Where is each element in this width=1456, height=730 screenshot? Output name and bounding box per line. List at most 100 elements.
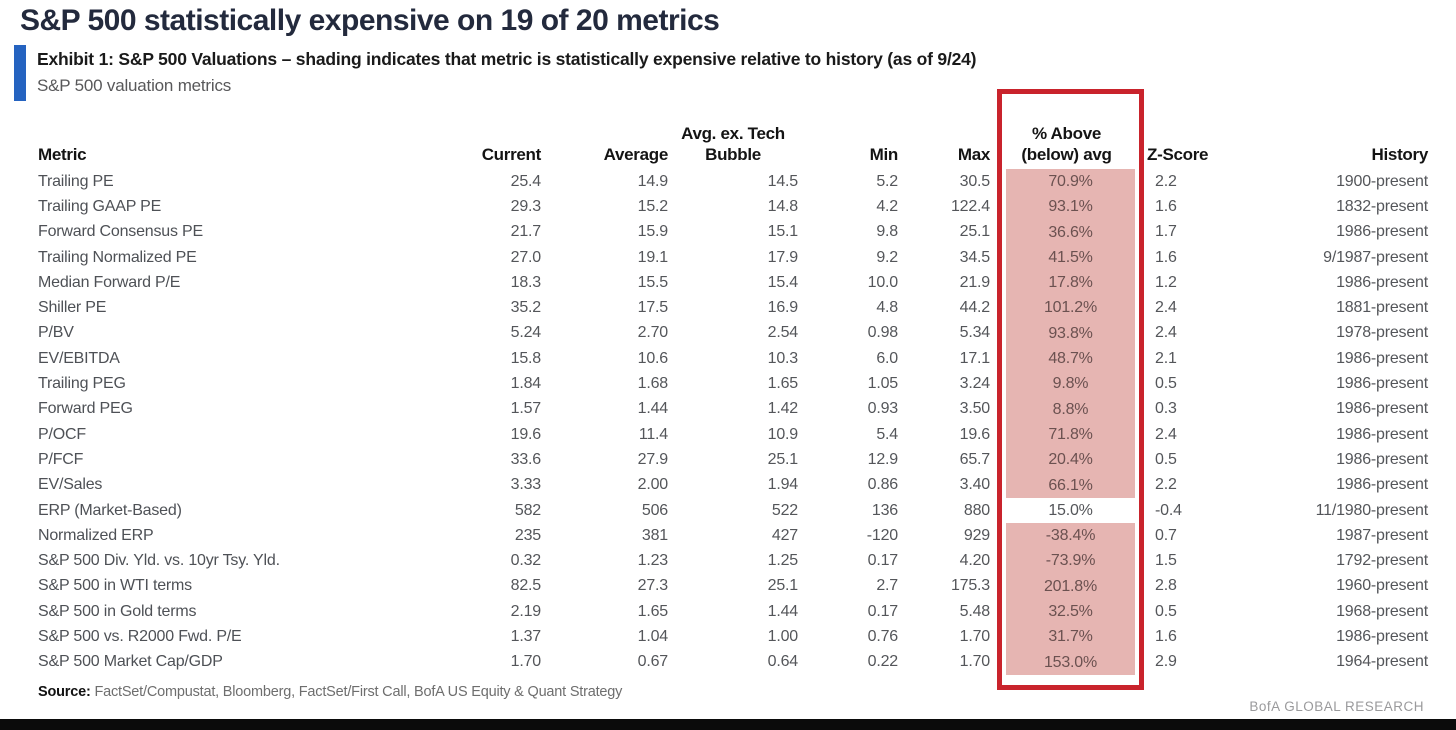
avg-ex-tech-bubble-cell: 10.9 [767,425,799,443]
current-cell: 18.3 [510,273,542,291]
avg-ex-tech-bubble-cell: 15.1 [767,223,799,241]
z-score-cell: 1.6 [1155,248,1177,266]
min-cell: 0.93 [867,400,899,418]
table-row: Shiller PE 35.2 17.5 16.9 4.8 44.2 101.2… [38,295,1428,321]
header-current: Current [481,145,542,164]
pct-above-avg-cell: 93.8% [990,320,1143,347]
metric-cell: EV/EBITDA [38,349,120,367]
table-row: S&P 500 vs. R2000 Fwd. P/E 1.37 1.04 1.0… [38,624,1428,650]
history-cell: 1968-present [1336,602,1428,620]
min-cell: 136 [871,501,898,519]
metric-cell: ERP (Market-Based) [38,501,182,519]
max-cell: 21.9 [959,273,991,291]
max-cell: 65.7 [959,450,991,468]
pct-above-avg-cell: 17.8% [990,270,1143,296]
avg-ex-tech-bubble-cell: 14.8 [767,197,799,215]
average-cell: 1.04 [637,627,669,645]
min-cell: 0.17 [867,602,899,620]
min-cell: 5.2 [876,172,898,190]
exhibit-accent-bar [14,45,26,101]
average-cell: 15.9 [637,223,669,241]
z-score-cell: 0.5 [1155,602,1177,620]
table-row: S&P 500 Market Cap/GDP 1.70 0.67 0.64 0.… [38,649,1428,675]
average-cell: 15.5 [637,273,669,291]
min-cell: 0.17 [867,552,899,570]
pct-above-avg-cell: 66.1% [990,472,1143,498]
history-cell: 1986-present [1336,349,1428,367]
avg-ex-tech-bubble-cell: 25.1 [767,450,799,468]
avg-ex-tech-bubble-cell: 14.5 [767,172,799,190]
min-cell: 4.2 [876,197,898,215]
pct-above-avg-cell: 32.5% [990,599,1143,625]
history-cell: 1900-present [1336,172,1428,190]
current-cell: 27.0 [510,248,542,266]
min-cell: 5.4 [876,425,898,443]
history-cell: 1960-present [1336,577,1428,595]
table-row: EV/EBITDA 15.8 10.6 10.3 6.0 17.1 48.7% … [38,346,1428,372]
max-cell: 30.5 [959,172,991,190]
current-cell: 21.7 [510,223,542,241]
table-row: S&P 500 in Gold terms 2.19 1.65 1.44 0.1… [38,599,1428,625]
max-cell: 1.70 [959,653,991,671]
metric-cell: Shiller PE [38,299,107,317]
z-score-cell: 0.7 [1155,526,1177,544]
bottom-rule [0,719,1456,730]
history-cell: 1986-present [1336,425,1428,443]
min-cell: 4.8 [876,299,898,317]
history-cell: 1986-present [1336,223,1428,241]
history-cell: 1881-present [1336,299,1428,317]
avg-ex-tech-bubble-cell: 427 [771,526,798,544]
page-title: S&P 500 statistically expensive on 19 of… [20,4,720,37]
table-row: S&P 500 in WTI terms 82.5 27.3 25.1 2.7 … [38,573,1428,600]
table-row: Median Forward P/E 18.3 15.5 15.4 10.0 2… [38,270,1428,296]
history-cell: 1986-present [1336,273,1428,291]
pct-above-avg-cell: 101.2% [990,295,1143,321]
table-row: Normalized ERP 235 381 427 -120 929 -38.… [38,523,1428,549]
z-score-cell: 2.2 [1155,476,1177,494]
min-cell: -120 [866,526,898,544]
min-cell: 9.8 [876,223,898,241]
pct-above-avg-cell: 153.0% [990,649,1143,675]
exhibit-subtitle: S&P 500 valuation metrics [37,76,232,95]
pct-above-avg-cell: 48.7% [990,346,1143,372]
max-cell: 880 [963,501,990,519]
header-pct-line1: % Above [1031,124,1102,143]
z-score-cell: 2.2 [1155,172,1177,190]
min-cell: 9.2 [876,248,898,266]
min-cell: 0.86 [867,476,899,494]
z-score-cell: 1.2 [1155,273,1177,291]
current-cell: 19.6 [510,425,542,443]
metric-cell: P/OCF [38,425,86,443]
history-cell: 9/1987-present [1323,248,1428,266]
metric-cell: Trailing PEG [38,375,126,393]
average-cell: 1.68 [637,375,669,393]
history-cell: 1986-present [1336,375,1428,393]
current-cell: 2.19 [510,602,542,620]
avg-ex-tech-bubble-cell: 1.65 [767,375,799,393]
max-cell: 122.4 [950,197,990,215]
average-cell: 1.23 [637,552,669,570]
avg-ex-tech-bubble-cell: 1.00 [767,627,799,645]
history-cell: 1986-present [1336,476,1428,494]
history-cell: 1964-present [1336,653,1428,671]
metric-cell: S&P 500 in WTI terms [38,577,192,595]
min-cell: 0.22 [867,653,899,671]
metric-cell: S&P 500 Div. Yld. vs. 10yr Tsy. Yld. [38,552,280,570]
table-row: Trailing GAAP PE 29.3 15.2 14.8 4.2 122.… [38,194,1428,220]
current-cell: 0.32 [510,552,542,570]
max-cell: 5.48 [959,602,991,620]
average-cell: 381 [641,526,668,544]
max-cell: 4.20 [959,552,991,570]
current-cell: 25.4 [510,172,542,190]
pct-above-avg-cell: 201.8% [990,573,1143,600]
pct-above-avg-cell: 8.8% [990,396,1143,422]
source-text: FactSet/Compustat, Bloomberg, FactSet/Fi… [94,683,623,700]
pct-above-avg-cell: 70.9% [990,169,1143,195]
z-score-cell: 0.5 [1155,450,1177,468]
table-row: P/BV 5.24 2.70 2.54 0.98 5.34 93.8% 2.4 … [38,320,1428,347]
header-min: Min [869,145,899,164]
table-row: P/OCF 19.6 11.4 10.9 5.4 19.6 71.8% 2.4 … [38,421,1428,448]
z-score-cell: 2.9 [1155,653,1177,671]
average-cell: 27.3 [637,577,669,595]
